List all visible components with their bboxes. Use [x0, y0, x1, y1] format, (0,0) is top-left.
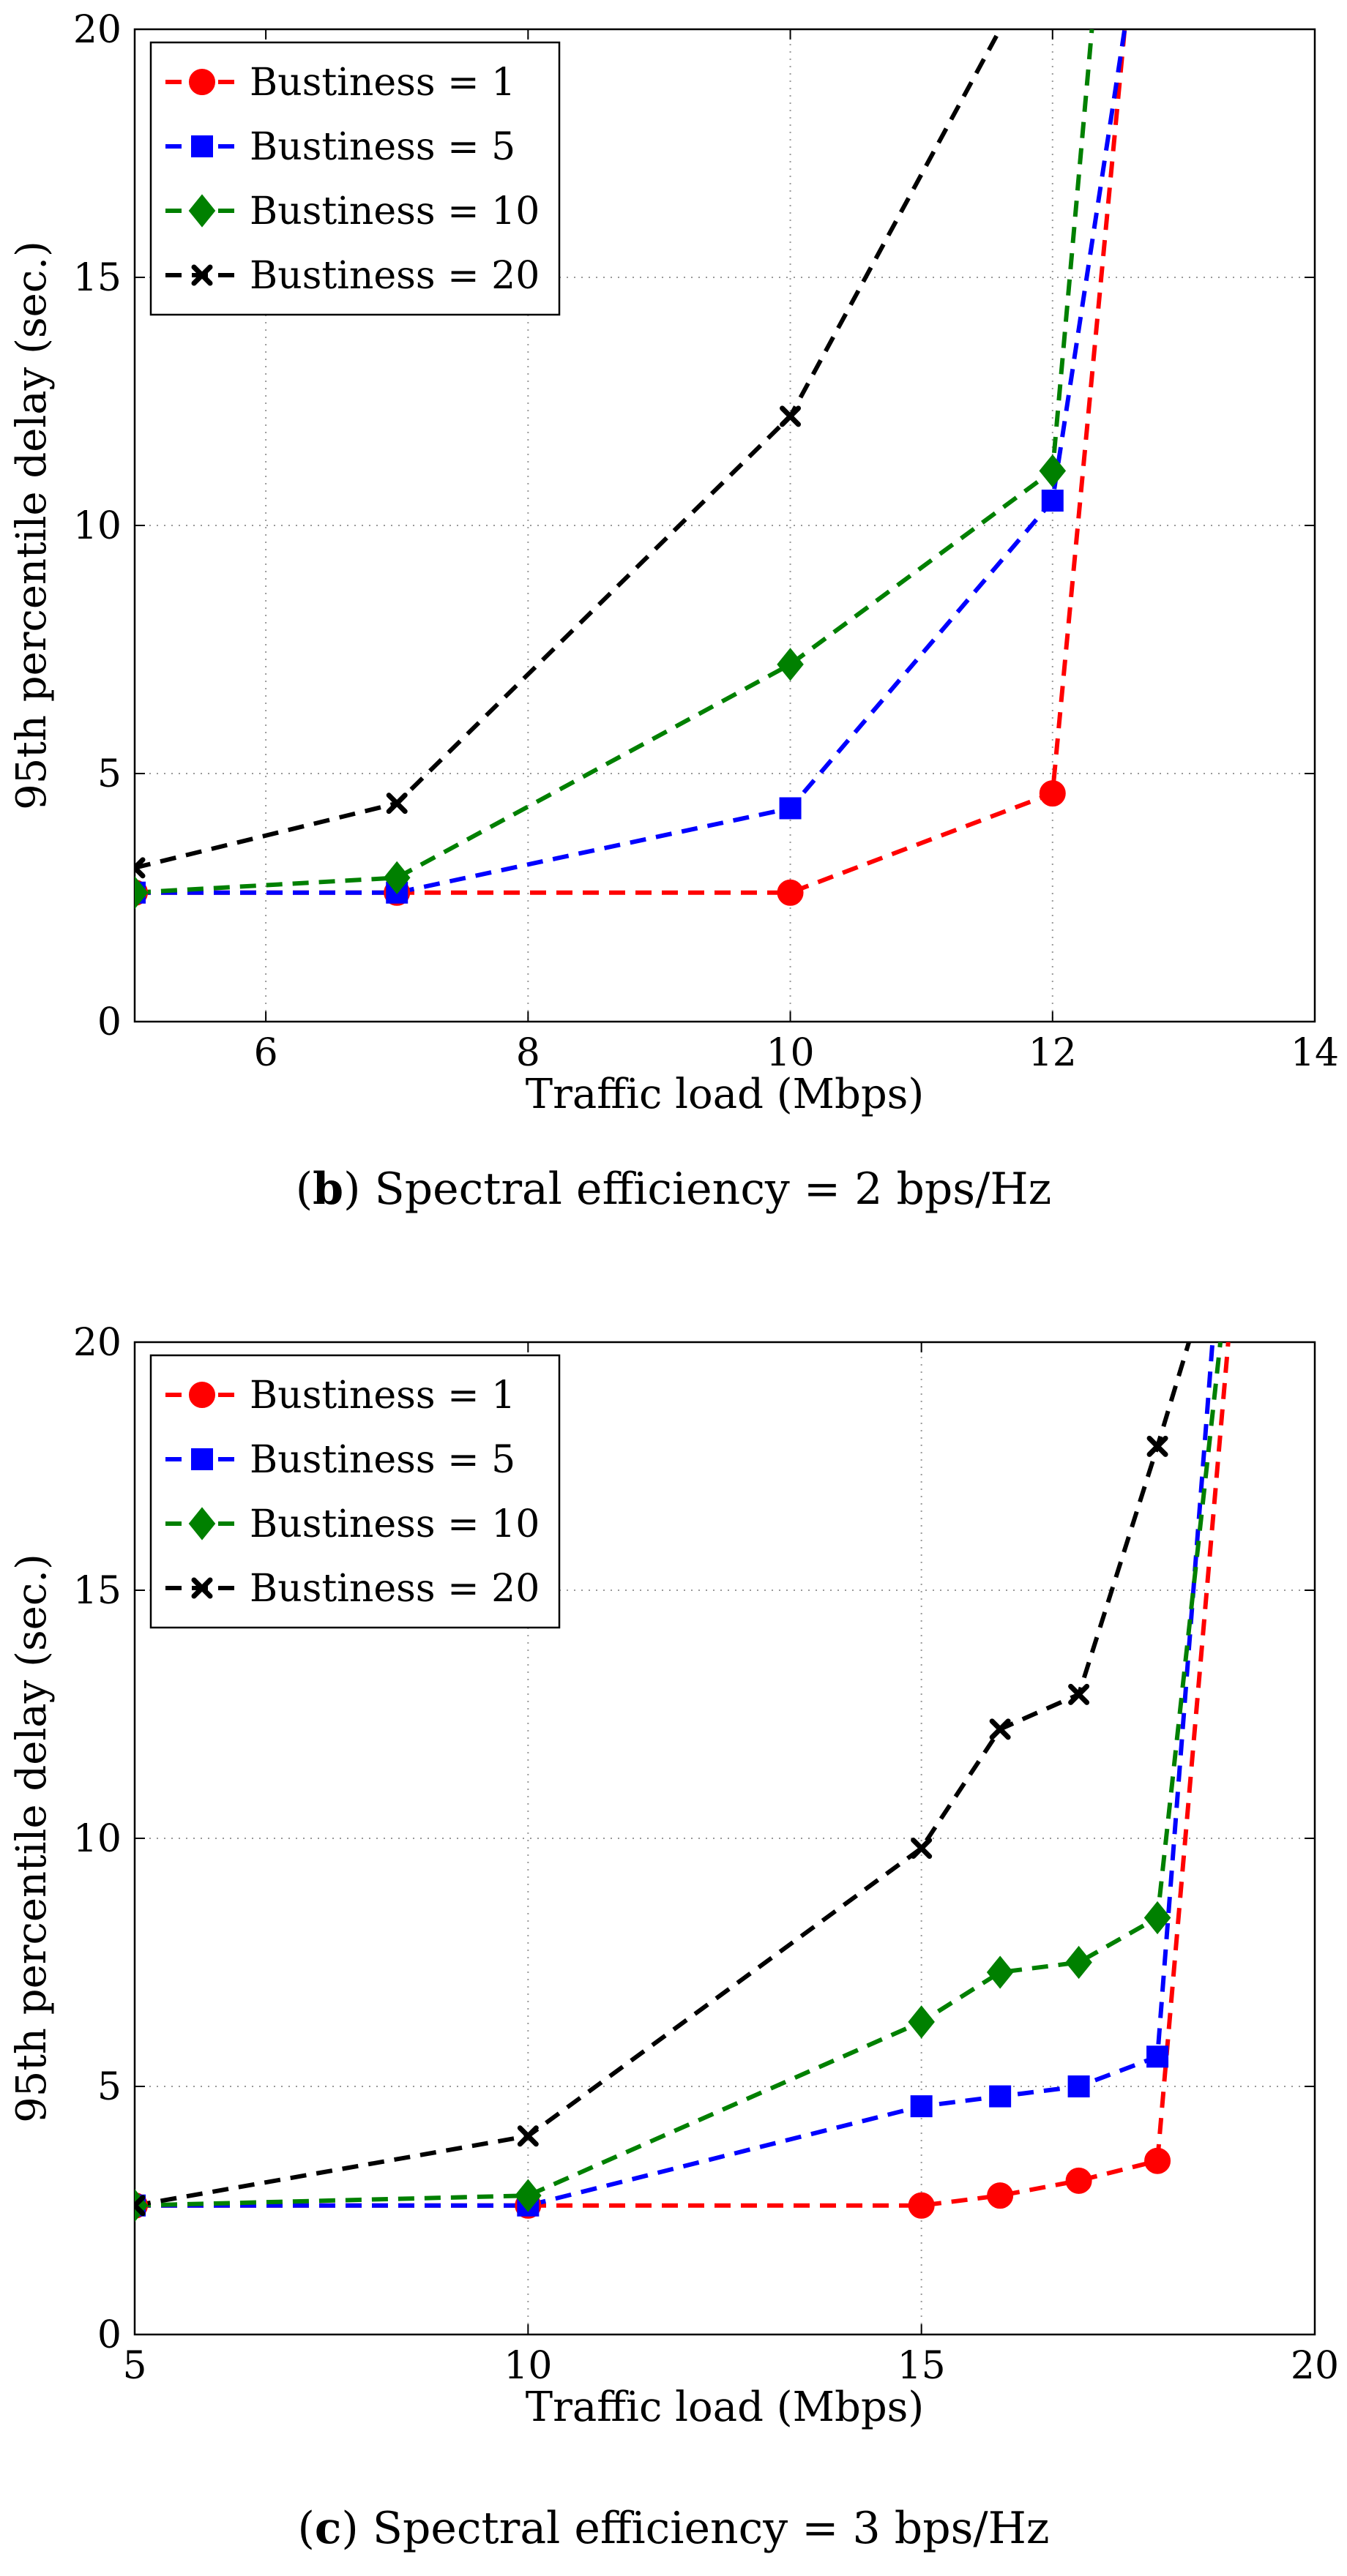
y-tick-label: 10 [73, 504, 122, 548]
data-point-series-4 [1068, 1683, 1090, 1705]
data-point-series-4 [386, 793, 408, 815]
data-point-series-3 [1065, 1945, 1092, 1980]
y-tick-label: 0 [97, 2313, 122, 2357]
legend-label-2: Bustiness = 5 [250, 1438, 515, 1482]
legend-marker-1 [189, 69, 215, 95]
data-point-series-2 [910, 2095, 933, 2118]
y-tick-label: 5 [97, 2065, 122, 2109]
x-tick-label: 12 [1029, 1031, 1077, 1075]
data-point-series-4 [911, 1838, 933, 1860]
x-tick-label: 15 [898, 2344, 946, 2388]
legend-label-4: Bustiness = 20 [250, 1567, 540, 1611]
data-point-series-1 [777, 879, 804, 906]
legend-label-1: Bustiness = 1 [250, 1374, 515, 1418]
data-point-series-4 [780, 405, 802, 427]
legend-label-4: Bustiness = 20 [250, 254, 540, 298]
y-axis-label: 95th percentile delay (sec.) [8, 241, 56, 810]
data-point-series-3 [383, 861, 411, 894]
chart-b: 6 8 10 12 14 0 5 10 15 20 Traffic load (Mbps) 95th … [8, 8, 1339, 1118]
caption-b-text: Spectral efficiency = 2 bps/Hz [374, 1164, 1052, 1215]
legend-label-3: Bustiness = 10 [250, 190, 540, 233]
data-point-series-2 [989, 2085, 1012, 2108]
x-tick-label: 20 [1291, 2344, 1339, 2388]
data-point-series-1 [987, 2182, 1014, 2209]
data-point-series-1 [908, 2192, 935, 2219]
data-point-series-2 [1041, 490, 1064, 512]
legend-box [149, 41, 561, 316]
caption-c: (c) Spectral efficiency = 3 bps/Hz [297, 2503, 1050, 2554]
data-point-series-2 [779, 797, 802, 820]
y-tick-label: 10 [73, 1817, 122, 1861]
x-axis-label: Traffic load (Mbps) [526, 2384, 925, 2431]
data-point-series-4 [989, 1718, 1011, 1740]
x-tick-label: 6 [254, 1031, 278, 1075]
plot-area [135, 29, 1127, 910]
y-tick-label: 20 [73, 8, 122, 52]
y-tick-label: 15 [73, 256, 122, 300]
data-point-series-3 [777, 648, 804, 681]
caption-b-letter: b [313, 1164, 344, 1215]
y-tick-label: 20 [73, 1321, 122, 1365]
y-tick-label: 15 [73, 1569, 122, 1613]
y-axis-label: 95th percentile delay (sec.) [8, 1554, 56, 2123]
data-point-series-3 [908, 2005, 935, 2039]
data-point-series-3 [1039, 454, 1067, 488]
legend-marker-4 [191, 1577, 213, 1599]
caption-c-letter: c [314, 2503, 342, 2554]
series-line-4 [135, 29, 1002, 870]
data-point-series-2 [1146, 2045, 1169, 2068]
legend-marker-4 [191, 264, 213, 286]
x-axis-label: Traffic load (Mbps) [526, 1071, 925, 1118]
data-point-series-3 [135, 876, 149, 910]
x-tick-label: 8 [516, 1031, 540, 1075]
caption-c-text: Spectral efficiency = 3 bps/Hz [372, 2503, 1050, 2554]
y-tick-label: 5 [97, 752, 122, 796]
legend-marker-2 [191, 135, 213, 157]
caption-b: (b) Spectral efficiency = 2 bps/Hz [295, 1164, 1052, 1215]
legend-marker-1 [189, 1382, 215, 1408]
series-line-1 [135, 29, 1127, 895]
data-point-series-1 [1144, 2147, 1171, 2174]
legend-label-3: Bustiness = 10 [250, 1502, 540, 1546]
data-point-series-4 [135, 857, 146, 879]
data-point-series-4 [135, 2195, 146, 2217]
data-point-series-4 [517, 2125, 539, 2147]
x-tick-label: 10 [504, 2344, 552, 2388]
data-point-series-3 [1143, 1901, 1171, 1935]
data-point-series-1 [1065, 2167, 1092, 2194]
legend-marker-3 [188, 1507, 216, 1540]
data-point-series-2 [1067, 2075, 1090, 2097]
legend: Bustiness = 1 Bustiness = 5 Bustiness = 10… [149, 1354, 561, 1629]
x-tick-label: 10 [766, 1031, 814, 1075]
data-point-series-4 [1146, 1435, 1168, 1457]
legend-box [149, 1354, 561, 1629]
y-tick-label: 0 [97, 1000, 122, 1044]
legend-marker-2 [191, 1448, 213, 1470]
legend-label-1: Bustiness = 1 [250, 61, 515, 105]
x-tick-label: 5 [122, 2344, 146, 2388]
data-point-series-3 [986, 1955, 1014, 1989]
legend-label-2: Bustiness = 5 [250, 125, 515, 169]
legend-marker-3 [188, 194, 216, 228]
figure-b: 6 8 10 12 14 0 5 10 15 20 Traffic load (Mbps) 95th … [0, 0, 1347, 1273]
data-point-series-1 [1039, 780, 1066, 807]
plot-area [135, 1342, 1231, 2223]
legend: Bustiness = 1 Bustiness = 5 Bustiness = 10… [149, 41, 561, 316]
x-tick-label: 14 [1291, 1031, 1339, 1075]
figure-c: 5 10 15 20 0 5 10 15 20 Traffic load (Mbps) 95th p… [0, 1303, 1347, 2576]
data-point-series-3 [515, 2179, 542, 2212]
